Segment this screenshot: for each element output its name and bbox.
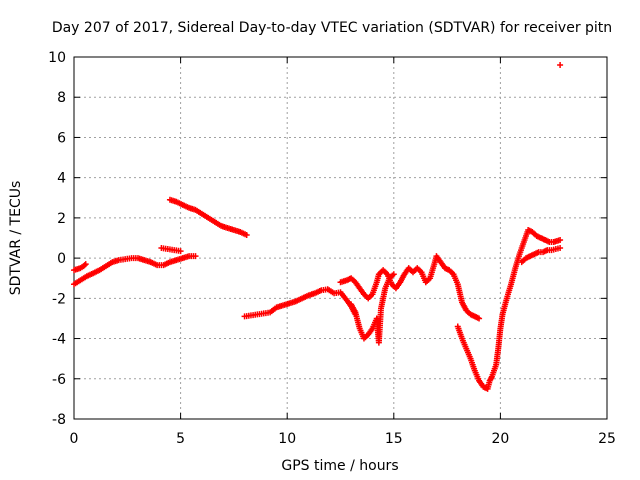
y-tick-label: 10 bbox=[48, 50, 66, 66]
chart-title: Day 207 of 2017, Sidereal Day-to-day VTE… bbox=[52, 20, 612, 36]
data-point bbox=[192, 253, 199, 260]
y-tick-label: 0 bbox=[57, 251, 66, 267]
x-tick-label: 10 bbox=[278, 431, 296, 447]
y-tick-label: -8 bbox=[52, 412, 66, 428]
y-tick-label: 4 bbox=[57, 171, 66, 187]
plot-frame bbox=[73, 56, 608, 420]
x-axis-label: GPS time / hours bbox=[281, 458, 398, 474]
x-tick-label: 15 bbox=[385, 431, 403, 447]
y-tick-label: -2 bbox=[52, 291, 66, 307]
data-point bbox=[390, 271, 397, 278]
x-tick-label: 0 bbox=[70, 431, 79, 447]
x-tick-label: 5 bbox=[176, 431, 185, 447]
data-point bbox=[476, 315, 483, 322]
data-point bbox=[177, 248, 184, 255]
y-tick-label: 6 bbox=[57, 130, 66, 146]
data-point bbox=[557, 237, 564, 244]
data-point bbox=[557, 245, 564, 252]
data-point bbox=[81, 262, 88, 269]
x-axis: 0 5 10 15 20 25 bbox=[70, 57, 616, 447]
y-tick-label: 2 bbox=[57, 211, 66, 227]
grid bbox=[74, 57, 607, 419]
x-tick-label: 25 bbox=[598, 431, 616, 447]
y-axis: -8 -6 -4 -2 0 2 4 6 8 10 bbox=[48, 50, 607, 428]
y-tick-label: -4 bbox=[52, 332, 66, 348]
y-axis-label: SDTVAR / TECUs bbox=[8, 181, 24, 296]
data-points bbox=[71, 62, 564, 392]
data-point bbox=[243, 231, 250, 238]
y-tick-label: 8 bbox=[57, 90, 66, 106]
data-point bbox=[557, 62, 564, 69]
y-tick-label: -6 bbox=[52, 372, 66, 388]
data-point bbox=[82, 261, 89, 268]
x-tick-label: 20 bbox=[491, 431, 509, 447]
